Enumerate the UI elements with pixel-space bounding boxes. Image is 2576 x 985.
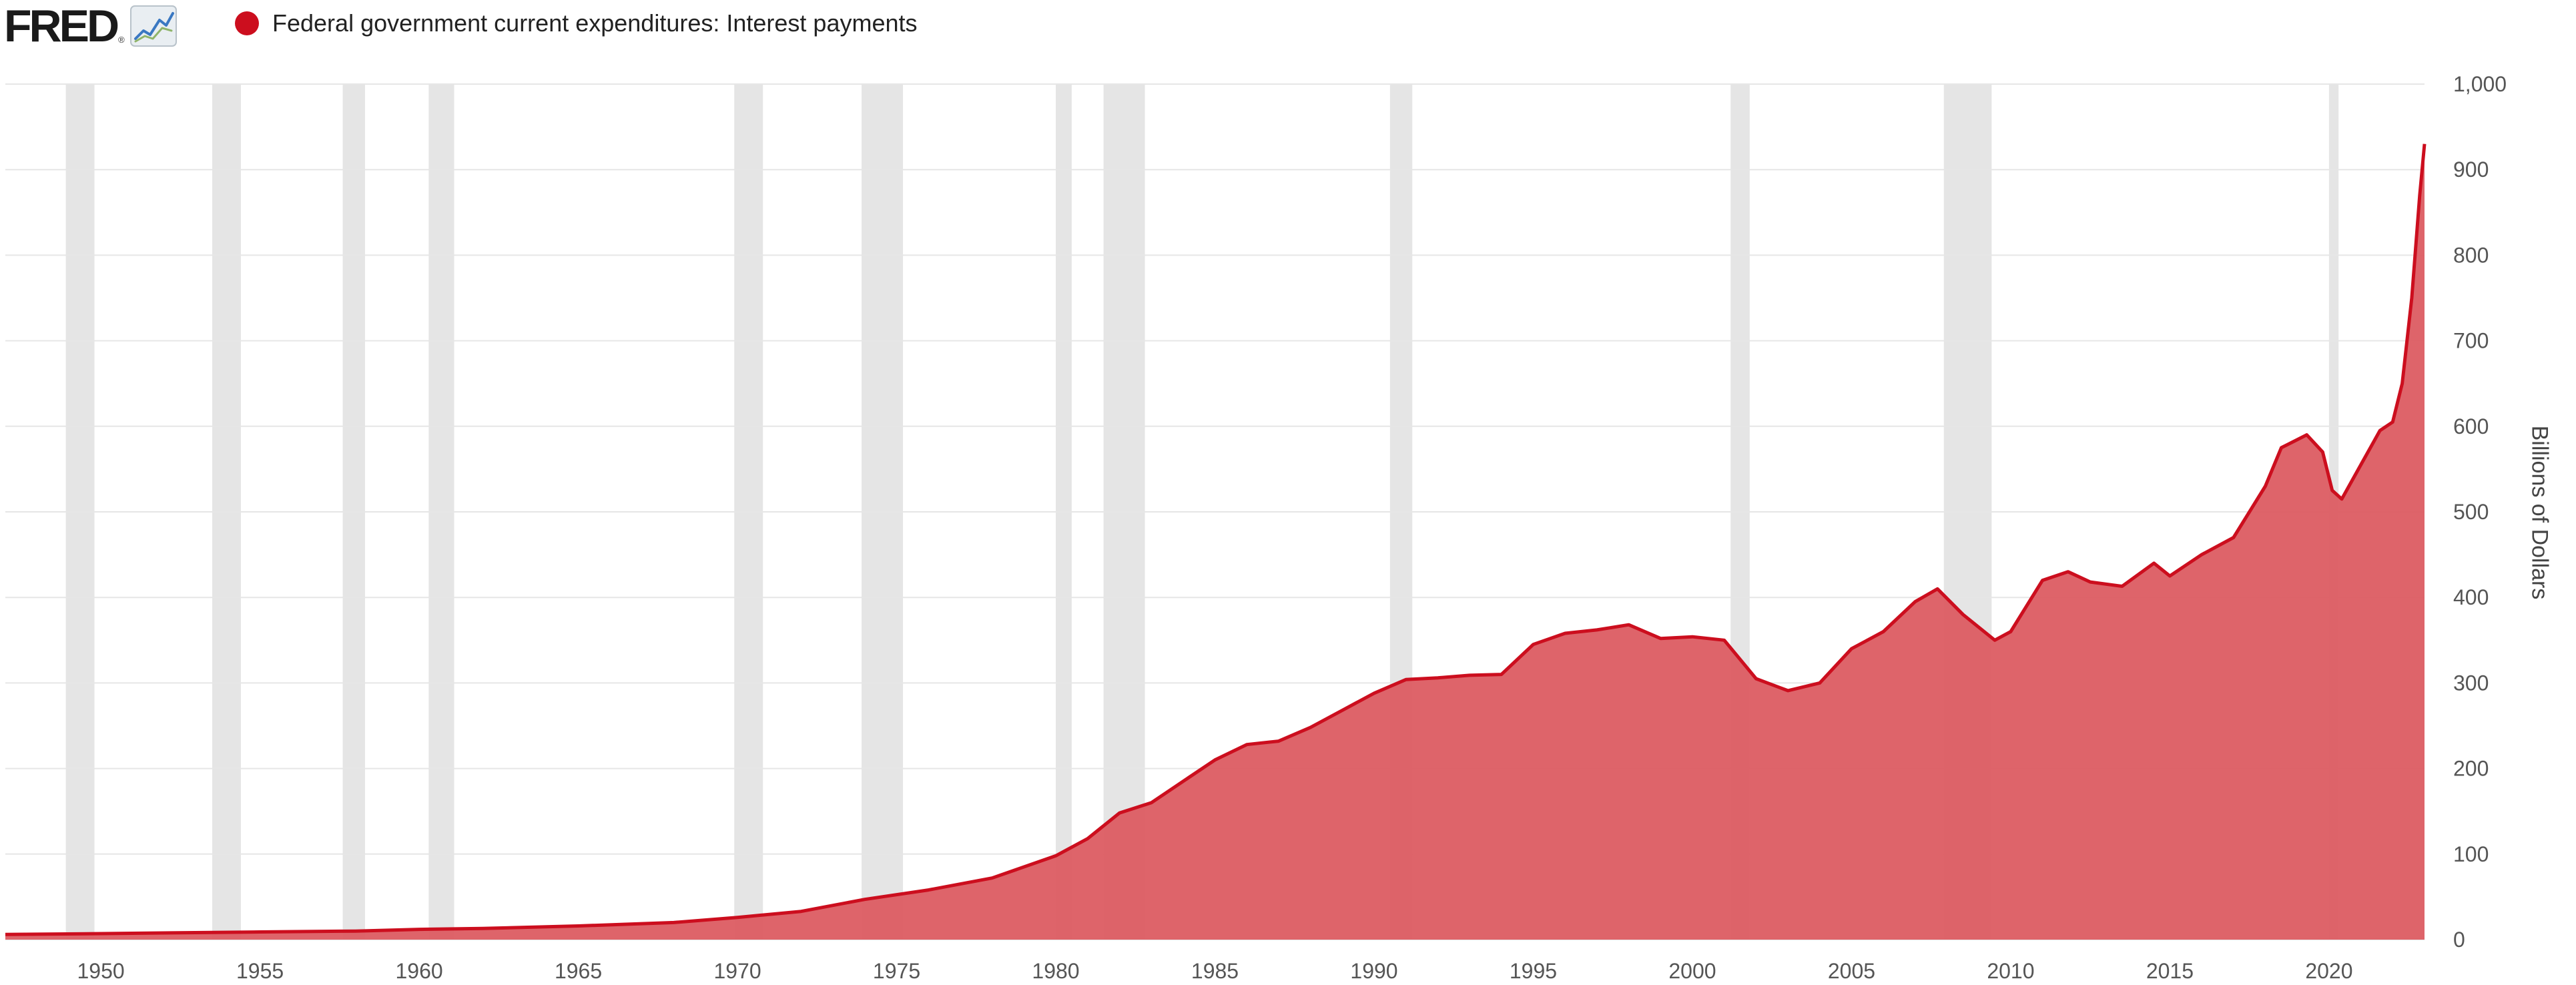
x-axis-tick-labels: 1950 1955 1960 1965 1970 1975 1980 1985 1990 1995…	[77, 959, 2352, 983]
y-tick-label: 600	[2453, 414, 2489, 438]
y-tick-label: 100	[2453, 842, 2489, 866]
x-tick-label: 1965	[555, 959, 602, 983]
y-axis-tick-labels: 0 100 200 300 400 500 600 700 800 900 1,000	[2453, 72, 2507, 952]
registered-mark: ®	[118, 35, 125, 45]
x-tick-label: 1995	[1510, 959, 1557, 983]
x-tick-label: 1970	[713, 959, 761, 983]
series-line	[5, 143, 2427, 936]
x-tick-label: 2010	[1987, 959, 2034, 983]
x-tick-label: 2005	[1828, 959, 1875, 983]
x-tick-label: 1985	[1191, 959, 1239, 983]
x-tick-label: 1950	[77, 959, 124, 983]
legend-series-label: Federal government current expenditures:…	[272, 9, 918, 37]
series-area-fill	[5, 143, 2425, 940]
legend-series-marker	[235, 11, 259, 35]
y-tick-label: 700	[2453, 329, 2489, 353]
y-tick-label: 500	[2453, 500, 2489, 524]
x-tick-label: 2020	[2305, 959, 2352, 983]
x-tick-label: 1960	[395, 959, 442, 983]
chart-legend: Federal government current expenditures:…	[235, 9, 918, 37]
y-tick-label: 900	[2453, 157, 2489, 182]
y-tick-label: 300	[2453, 671, 2489, 695]
x-tick-label: 1955	[236, 959, 284, 983]
fred-logo-text: FRED	[4, 1, 119, 51]
y-tick-label: 0	[2453, 928, 2465, 952]
y-tick-label: 800	[2453, 243, 2489, 267]
fred-logo[interactable]: FRED ®	[4, 3, 177, 49]
chart-header: FRED ® Federal government current expend…	[0, 0, 2576, 67]
y-tick-label: 200	[2453, 757, 2489, 781]
y-tick-label: 1,000	[2453, 72, 2507, 96]
x-tick-label: 1990	[1350, 959, 1397, 983]
y-axis-label: Billions of Dollars	[2527, 425, 2553, 600]
x-tick-label: 1975	[873, 959, 920, 983]
line-chart-icon	[129, 5, 177, 47]
x-tick-label: 1980	[1032, 959, 1079, 983]
y-tick-label: 400	[2453, 585, 2489, 609]
x-tick-label: 2000	[1668, 959, 1716, 983]
x-tick-label: 2015	[2146, 959, 2194, 983]
